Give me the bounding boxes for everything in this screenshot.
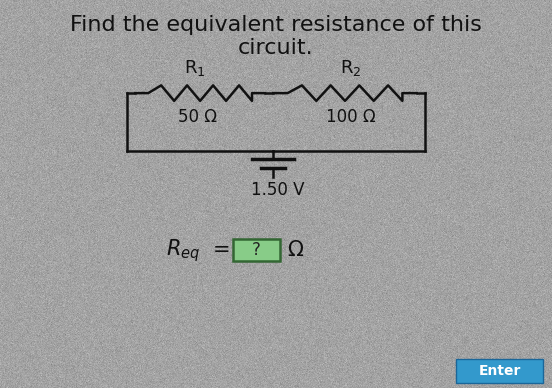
Text: R$_2$: R$_2$ (340, 58, 361, 78)
Text: 1.50 V: 1.50 V (251, 181, 304, 199)
Text: 50 Ω: 50 Ω (178, 108, 217, 126)
Text: Find the equivalent resistance of this: Find the equivalent resistance of this (70, 15, 482, 35)
Text: ?: ? (252, 241, 261, 259)
FancyBboxPatch shape (456, 359, 543, 383)
Text: 100 Ω: 100 Ω (326, 108, 375, 126)
Text: $R_{eq}$: $R_{eq}$ (166, 237, 200, 264)
Text: Ω: Ω (287, 240, 303, 260)
Text: R$_1$: R$_1$ (184, 58, 205, 78)
Text: =: = (213, 240, 230, 260)
Text: Enter: Enter (479, 364, 521, 378)
Text: circuit.: circuit. (238, 38, 314, 59)
FancyBboxPatch shape (233, 239, 280, 261)
